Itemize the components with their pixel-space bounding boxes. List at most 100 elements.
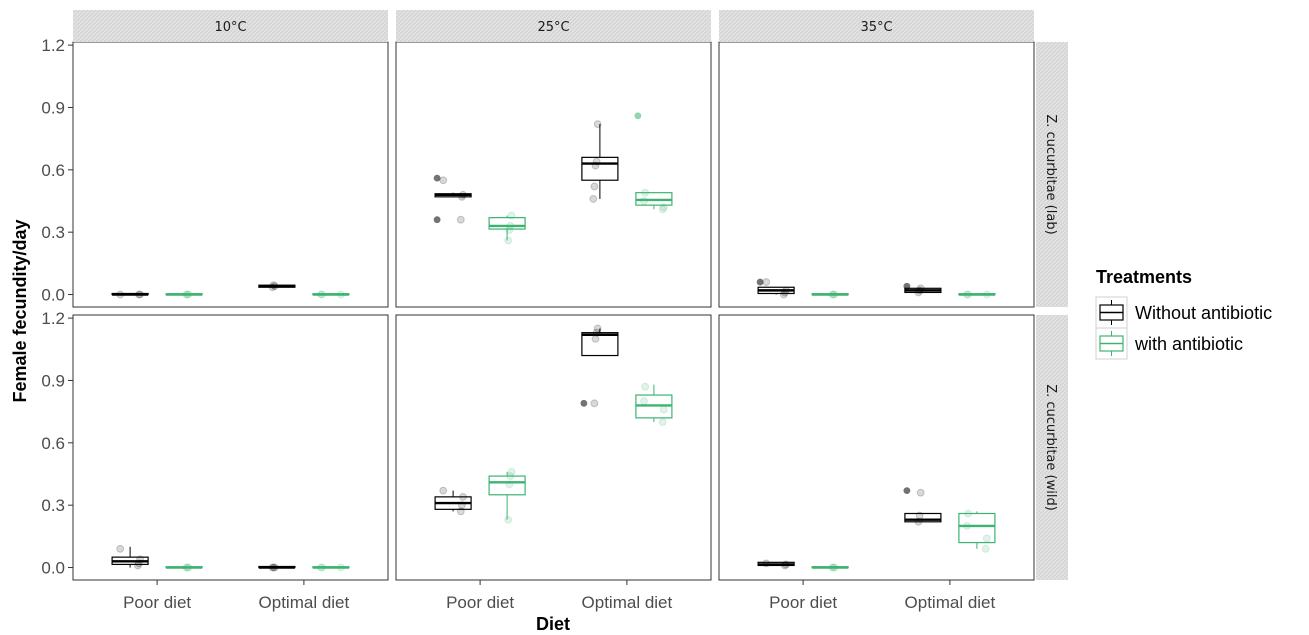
data-point [828,563,837,572]
data-point [439,176,448,185]
data-point [183,290,192,299]
panel-0-0 [72,41,389,308]
data-point [964,509,972,518]
data-point [915,511,924,520]
col-strip-label: 35°C [860,20,892,35]
data-point [268,283,277,292]
data-point [456,215,465,224]
data-point [592,157,601,166]
data-point [658,418,667,426]
data-point [591,335,600,343]
data-point [336,563,345,572]
data-point [317,563,325,572]
data-point [762,559,771,568]
data-point [782,286,790,295]
outlier-point [903,487,911,495]
data-point [641,382,649,391]
x-tick-label: Optimal diet [582,593,673,612]
data-point [640,397,648,406]
data-point [982,290,991,299]
col-strip-label: 25°C [537,20,569,35]
panel-0-1 [395,41,712,308]
outlier-point [433,174,441,182]
data-point [916,488,925,497]
data-point [659,203,668,212]
data-point [459,190,467,199]
panel-0-2 [718,41,1035,308]
data-point [829,563,838,572]
data-point [914,517,923,526]
outlier-point [634,112,642,120]
y-tick-label: 0.3 [41,496,65,515]
x-axis-title: Diet [536,614,570,634]
y-tick-label: 0.9 [41,98,65,117]
data-point [317,290,325,299]
x-tick-label: Optimal diet [905,593,996,612]
y-tick-label: 0.0 [41,286,65,305]
data-point [505,226,514,234]
outlier-point [433,216,441,224]
data-point [182,290,191,299]
legend-title: Treatments [1096,267,1192,287]
data-point [456,507,465,516]
box-with-antibiotic [958,512,996,544]
y-tick-label: 1.2 [41,36,65,55]
data-point [269,563,278,572]
col-strip-1 [396,10,711,42]
data-point [592,328,601,337]
data-point [458,192,466,201]
legend-label: Without antibiotic [1135,303,1272,323]
data-point [829,290,838,299]
col-strip-2 [719,10,1034,42]
data-point [505,480,514,489]
data-point [963,522,971,530]
box-with-antibiotic [488,475,526,496]
data-point [458,501,466,510]
data-point [782,560,790,569]
data-point [781,561,789,570]
data-point [183,563,192,572]
data-point [914,288,923,297]
data-point [506,472,515,480]
data-point [964,290,972,299]
y-tick-label: 0.9 [41,371,65,390]
y-tick-label: 0.3 [41,223,65,242]
y-tick-label: 0.0 [41,559,65,578]
data-point [591,161,600,170]
box-without-antibiotic [581,156,619,181]
data-point [116,544,125,553]
data-point [135,290,143,299]
data-point [590,399,599,408]
data-point [659,405,668,414]
outlier-point [580,399,588,407]
outlier-point [756,278,764,286]
data-point [982,534,991,543]
x-tick-label: Poor diet [769,593,837,612]
panel-1-1 [395,314,712,581]
y-axis-title: Female fecundity/day [10,219,30,402]
data-point [641,188,649,197]
data-point [762,278,771,286]
data-point [504,236,513,245]
data-point [916,284,925,293]
row-strip-label: Z. cucurbitae (wild) [1043,384,1058,511]
data-point [781,288,789,297]
data-point [830,290,839,299]
data-point [640,197,648,205]
row-strip-label: Z. cucurbitae (lab) [1043,114,1058,234]
data-point [184,290,193,299]
legend-label: with antibiotic [1134,334,1243,354]
data-point [439,486,448,495]
data-point [116,290,125,299]
data-point [828,290,837,299]
data-point [658,205,667,214]
box-without-antibiotic [904,512,942,523]
x-tick-label: Poor diet [446,593,514,612]
row-strip-1 [1036,315,1068,580]
data-point [590,182,599,191]
data-point [593,324,602,333]
data-point [589,195,598,203]
data-point [269,281,278,290]
y-tick-label: 1.2 [41,309,65,328]
data-point [336,290,345,299]
